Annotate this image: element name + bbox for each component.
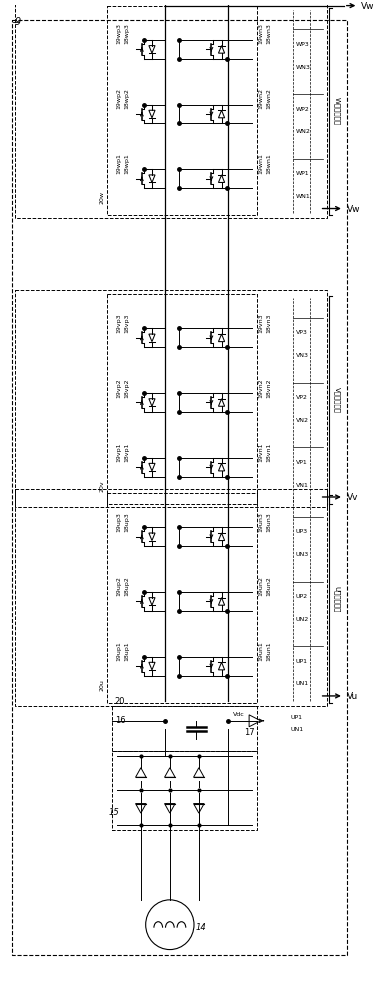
Text: UP1: UP1: [291, 715, 303, 720]
Text: VN2: VN2: [296, 418, 308, 423]
Text: 18wn1: 18wn1: [267, 153, 271, 174]
Text: VN3: VN3: [296, 353, 308, 358]
Text: 19vp2: 19vp2: [117, 378, 122, 398]
Text: 19up2: 19up2: [117, 577, 122, 596]
Text: Vw: Vw: [347, 205, 360, 214]
Text: 19up3: 19up3: [117, 512, 122, 532]
Text: 18vn3: 18vn3: [267, 313, 271, 333]
Text: 17: 17: [244, 728, 255, 737]
Text: 20: 20: [115, 697, 125, 706]
Text: 19un1: 19un1: [259, 641, 264, 661]
Text: 19wn2: 19wn2: [259, 88, 264, 109]
Text: 18un3: 18un3: [267, 512, 271, 532]
Text: VP1: VP1: [296, 460, 307, 465]
Text: UP1: UP1: [296, 659, 308, 664]
Text: VP2: VP2: [296, 395, 307, 400]
Text: 19wp3: 19wp3: [117, 23, 122, 44]
Text: 9: 9: [14, 17, 20, 27]
Text: 18vn1: 18vn1: [267, 443, 271, 462]
Text: 18wp1: 18wp1: [124, 153, 129, 174]
Text: 19wn3: 19wn3: [259, 23, 264, 44]
Text: 18vn2: 18vn2: [267, 378, 271, 398]
Text: 18un1: 18un1: [267, 641, 271, 661]
Text: Vdc: Vdc: [233, 712, 244, 717]
Text: Vw: Vw: [361, 2, 375, 11]
Text: 19un2: 19un2: [259, 577, 264, 596]
Text: 18vp2: 18vp2: [124, 378, 129, 398]
Text: 18up3: 18up3: [124, 512, 129, 532]
Text: UN2: UN2: [296, 617, 309, 622]
Text: 18wn2: 18wn2: [267, 88, 271, 109]
Text: 19wp2: 19wp2: [117, 88, 122, 109]
Text: Vu: Vu: [347, 692, 358, 701]
Text: 18wn3: 18wn3: [267, 24, 271, 44]
Text: 19vn1: 19vn1: [259, 443, 264, 462]
Text: UP3: UP3: [296, 529, 308, 534]
Text: 18un2: 18un2: [267, 577, 271, 596]
Text: 18vp3: 18vp3: [124, 313, 129, 333]
Text: 18wp2: 18wp2: [124, 88, 129, 109]
Text: Vv: Vv: [347, 493, 358, 502]
Text: UN1: UN1: [291, 727, 304, 732]
Text: UN1: UN1: [296, 681, 309, 686]
Text: 18up2: 18up2: [124, 577, 129, 596]
Text: 20v: 20v: [99, 480, 104, 492]
Text: 16: 16: [115, 716, 125, 725]
Text: 19un3: 19un3: [259, 512, 264, 532]
Text: 19up1: 19up1: [117, 641, 122, 661]
Text: 14: 14: [196, 923, 207, 932]
Text: VN1: VN1: [296, 483, 308, 488]
Text: 18wp3: 18wp3: [124, 24, 129, 44]
Text: 19vn2: 19vn2: [259, 378, 264, 398]
Text: WN3: WN3: [296, 65, 310, 70]
Text: VP3: VP3: [296, 330, 307, 335]
Text: 19vp3: 19vp3: [117, 313, 122, 333]
Text: 19vn3: 19vn3: [259, 313, 264, 333]
Text: UN3: UN3: [296, 552, 309, 557]
Text: 18vp1: 18vp1: [124, 443, 129, 462]
Text: 18up1: 18up1: [124, 641, 129, 661]
Text: WN1: WN1: [296, 194, 310, 199]
Text: W相驱动信号: W相驱动信号: [334, 97, 340, 126]
Text: 19wn1: 19wn1: [259, 153, 264, 174]
Text: 19wp1: 19wp1: [117, 153, 122, 174]
Text: UP2: UP2: [296, 594, 308, 599]
Text: WP3: WP3: [296, 42, 309, 47]
Text: 20w: 20w: [99, 191, 104, 204]
Text: WP1: WP1: [296, 171, 309, 176]
Text: WP2: WP2: [296, 107, 309, 112]
Text: V相驱动信号: V相驱动信号: [334, 387, 340, 413]
Text: 19vp1: 19vp1: [117, 443, 122, 462]
Text: 15: 15: [109, 808, 120, 817]
Text: U相驱动信号: U相驱动信号: [334, 586, 340, 612]
Text: WN2: WN2: [296, 129, 310, 134]
Text: 20u: 20u: [99, 679, 104, 691]
